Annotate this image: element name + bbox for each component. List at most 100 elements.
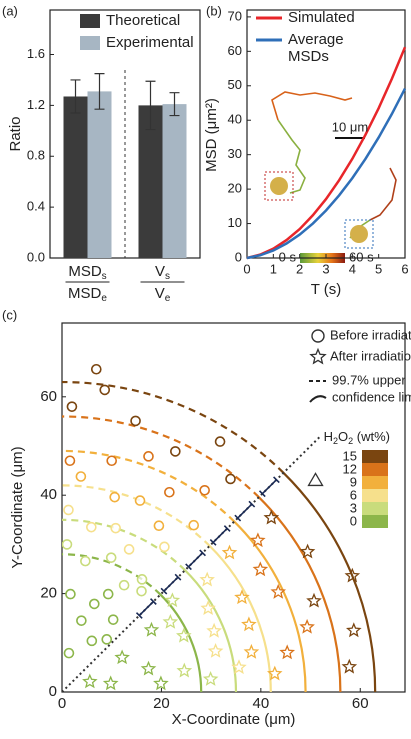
after-point — [200, 600, 216, 615]
legend-label: Theoretical — [106, 12, 180, 29]
before-point — [199, 484, 210, 496]
before-point — [153, 520, 165, 532]
before-point — [188, 519, 200, 531]
after-point — [279, 644, 296, 660]
legend-before-icon — [311, 329, 325, 343]
limit-arc-dashed — [62, 415, 260, 498]
y-tick-label: 1.6 — [27, 46, 45, 61]
limit-arc-dashed — [62, 484, 211, 547]
limit-arc-solid — [258, 496, 342, 692]
category-label: Vs — [155, 263, 170, 282]
before-point — [76, 615, 87, 626]
radius-error-bar — [135, 598, 157, 619]
legend-after: After irradiation — [330, 348, 411, 363]
before-point — [63, 647, 75, 659]
colorbar-title-main: (wt%) — [353, 429, 390, 444]
before-point — [64, 455, 76, 467]
y-tick-label: 70 — [228, 8, 242, 23]
y-tick-label: 0.8 — [27, 148, 45, 163]
after-point — [221, 544, 238, 560]
before-point — [136, 574, 148, 585]
y-tick-label: 50 — [228, 77, 242, 92]
x-tick-label: 20 — [153, 695, 170, 712]
after-point — [270, 583, 287, 599]
before-point — [170, 446, 181, 457]
y-tick-label: 60 — [228, 43, 242, 58]
after-point — [164, 592, 181, 608]
legend-before: Before irradiation — [330, 327, 411, 342]
before-point — [123, 544, 135, 555]
scale-bar-label: 10 μm — [332, 119, 368, 134]
after-point — [231, 659, 247, 675]
limit-arc-dashed — [62, 518, 186, 572]
category-label: Ve — [155, 285, 171, 304]
before-point — [214, 436, 226, 447]
legend-label: Simulated — [288, 9, 355, 26]
colorbar-title-main: O — [338, 429, 348, 444]
error-bar — [70, 79, 81, 114]
category-main: MSD — [68, 263, 102, 280]
error-bar — [94, 72, 105, 110]
bar — [87, 91, 112, 259]
category-sub: e — [165, 293, 171, 304]
before-point — [118, 579, 130, 591]
legend-limit: confidence limit — [332, 389, 411, 404]
before-point — [102, 588, 114, 600]
x-tick-label: 0 — [58, 695, 66, 712]
after-point — [102, 675, 119, 691]
colorbar-label: 9 — [350, 474, 357, 489]
x-tick-label: 0 — [243, 261, 250, 276]
y-axis-label: Ratio — [7, 116, 24, 151]
y-tick-label: 40 — [228, 112, 242, 127]
after-point — [207, 643, 224, 658]
x-tick-label: 60 — [352, 695, 369, 712]
x-tick-label: 40 — [252, 695, 269, 712]
y-axis-label: MSD (μm²) — [203, 98, 220, 172]
after-point — [306, 592, 322, 608]
before-point — [62, 539, 73, 550]
error-bar — [169, 92, 180, 117]
y-tick-label: 30 — [228, 146, 242, 161]
colorbar-swatch — [362, 450, 388, 463]
category-sub: e — [101, 293, 107, 304]
y-tick-label: 10 — [228, 215, 242, 230]
y-tick-label: 0.4 — [27, 199, 45, 214]
after-point — [140, 660, 157, 676]
legend-label: MSDs — [288, 48, 329, 65]
after-point — [82, 673, 98, 689]
time-end: 60 s — [349, 249, 374, 264]
panel-label: (c) — [2, 307, 17, 322]
plot-frame — [61, 322, 406, 693]
before-point — [134, 495, 146, 506]
colorbar-swatch — [362, 502, 388, 515]
before-point — [110, 522, 121, 534]
x-axis-label: T (s) — [311, 281, 342, 298]
after-point — [162, 613, 179, 629]
plot-area — [62, 363, 377, 692]
x-tick-label: 1 — [270, 261, 277, 276]
before-point — [107, 614, 119, 625]
limit-arc-dashed — [62, 380, 285, 474]
colorbar-swatch — [362, 463, 388, 476]
limit-arc-solid — [184, 569, 238, 692]
colorbar-swatch — [362, 489, 388, 502]
colorbar-label: 12 — [343, 461, 357, 476]
line — [246, 46, 407, 260]
after-point — [346, 622, 362, 638]
limit-arc-solid — [282, 472, 377, 692]
time-start: 0 s — [279, 249, 297, 264]
legend-swatch — [80, 36, 100, 50]
x-tick-label: 4 — [349, 261, 356, 276]
y-tick-label: 0 — [49, 683, 57, 700]
before-point — [63, 504, 74, 516]
triangle-marker — [307, 472, 324, 487]
before-point — [91, 363, 102, 375]
y-tick-label: 20 — [40, 585, 57, 602]
after-point — [241, 616, 257, 632]
colorbar-swatch — [362, 476, 388, 489]
legend-label: Experimental — [106, 34, 194, 51]
bar — [63, 96, 88, 258]
after-point — [299, 543, 316, 559]
category-main: MSD — [68, 285, 102, 302]
